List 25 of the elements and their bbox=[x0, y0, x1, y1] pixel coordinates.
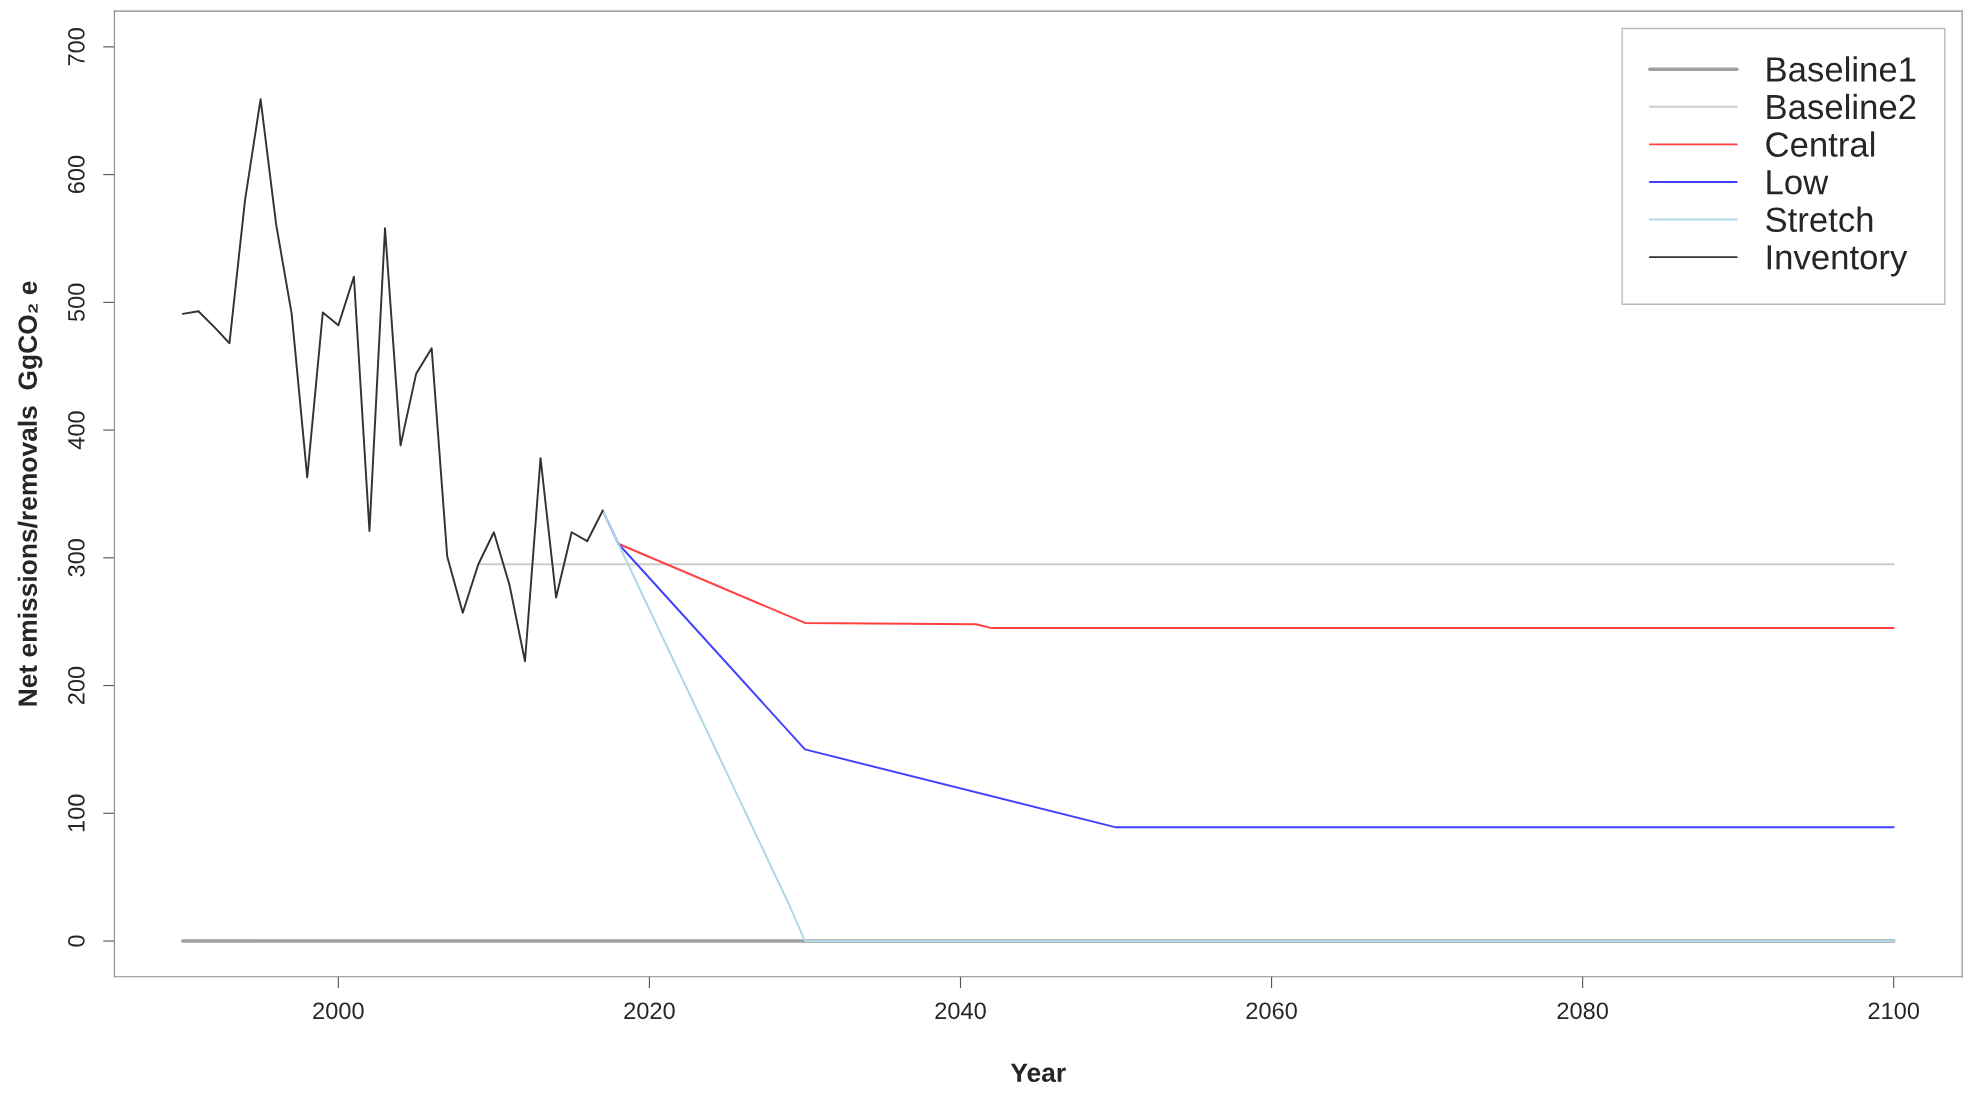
x-tick-label: 2040 bbox=[935, 1002, 986, 1020]
legend-label: Stretch bbox=[1766, 206, 1873, 233]
legend-label: Central bbox=[1766, 131, 1875, 157]
y-tick-label: 700 bbox=[67, 28, 85, 66]
legend-label: Low bbox=[1767, 170, 1829, 195]
legend-label: Baseline1 bbox=[1767, 56, 1916, 82]
line-series bbox=[601, 509, 1895, 942]
line-series bbox=[617, 542, 1895, 630]
y-tick-label: 200 bbox=[67, 666, 85, 705]
x-tick-label: 2080 bbox=[1557, 1002, 1608, 1020]
x-axis-title: Year bbox=[1010, 1063, 1066, 1083]
line-series bbox=[181, 98, 604, 663]
x-tick-label: 2000 bbox=[313, 1002, 364, 1020]
y-axis-title: Net emissions/removals GgCO₂ e bbox=[17, 281, 43, 706]
y-tick-label: 100 bbox=[67, 794, 85, 832]
y-tick-label: 600 bbox=[67, 155, 85, 194]
y-tick-label: 300 bbox=[67, 539, 85, 577]
x-tick-label: 2100 bbox=[1868, 1002, 1920, 1020]
y-tick-label: 0 bbox=[67, 935, 85, 947]
legend-label: Baseline2 bbox=[1767, 93, 1916, 120]
y-tick-label: 500 bbox=[67, 283, 85, 322]
legend-label: Inventory bbox=[1767, 245, 1908, 277]
x-tick-label: 2060 bbox=[1246, 1002, 1297, 1020]
x-tick-label: 2020 bbox=[624, 1002, 675, 1020]
y-tick-label: 400 bbox=[67, 411, 85, 450]
